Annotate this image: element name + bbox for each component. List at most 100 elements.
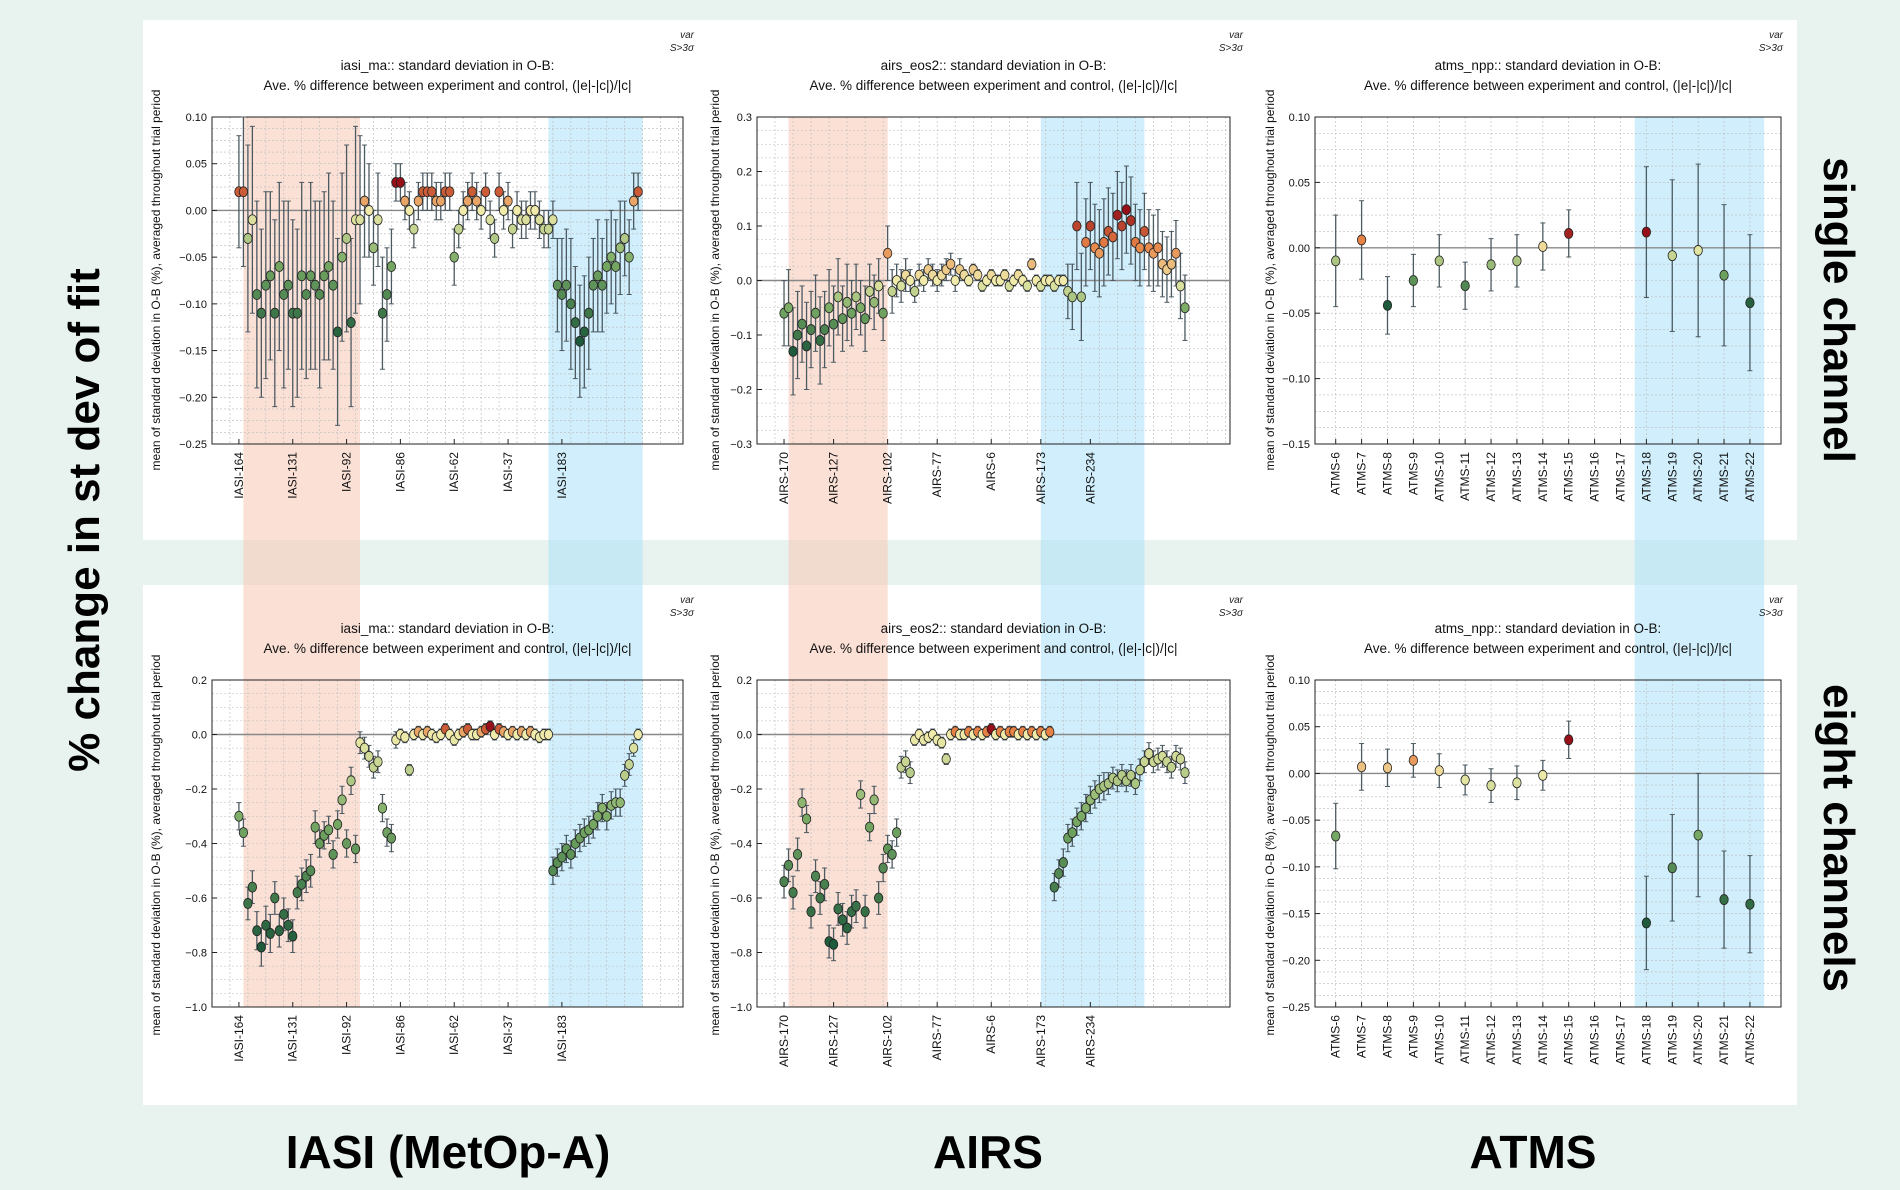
data-point [1486,259,1496,271]
y-tick-label: 0.2 [737,167,752,179]
x-tick-label: ATMS-11 [1458,1015,1472,1064]
data-point [252,289,262,300]
y-tick-label: −0.8 [730,948,752,960]
data-point [1641,226,1651,238]
data-point [1180,302,1190,314]
data-point [865,821,875,833]
y-tick-label: 0.05 [1289,177,1310,189]
data-point [458,205,468,216]
x-tick-label: AIRS-127 [827,1015,841,1067]
y-tick-label: 0.00 [1289,768,1310,780]
data-point [341,233,352,244]
data-point [837,313,848,325]
data-point [557,851,567,863]
x-tick-label: ATMS-7 [1355,452,1369,495]
data-point [806,324,816,335]
y-tick-label: −0.20 [179,392,207,404]
data-point [359,195,370,207]
corner-note-sigma: S>3σ [670,43,695,54]
x-tick-label: IASI-131 [286,452,300,499]
data-point [1135,242,1145,254]
data-point [1693,829,1703,841]
data-point [1067,827,1077,838]
data-point [588,819,598,830]
chart-2: 0.10 0.05 0.00 −0.05 −0.10 −0.15 ATMS-6 ATMS-7 A… [1263,30,1784,502]
data-point [1045,726,1055,738]
y-tick-label: −0.25 [179,439,207,451]
data-point [1121,204,1131,216]
data-point [828,938,839,950]
data-point [869,296,879,308]
x-tick-label: ATMS-17 [1613,1015,1627,1065]
data-point [919,275,929,286]
chart-1: 0.3 0.2 0.1 0.0 −0.1 −0.2 −0.3 AIRS-170 AIRS-127… [708,30,1244,504]
data-point [973,269,983,281]
data-point [261,919,271,931]
chart-subtitle: Ave. % difference between experiment and… [264,641,632,656]
data-point [883,247,893,259]
x-tick-label: AIRS-127 [827,452,841,504]
data-point [346,317,356,328]
data-point [1108,231,1118,243]
data-point [404,764,414,776]
y-tick-label: 0.2 [737,675,752,687]
data-point [543,223,554,235]
data-point [1667,862,1677,874]
data-point [341,838,352,849]
corner-note-var: var [1769,30,1784,41]
data-point [819,878,830,890]
x-tick-label: ATMS-17 [1613,452,1627,502]
data-point [910,285,920,297]
chart-ylabel: mean of standard deviation in O-B (%), a… [708,90,722,471]
data-point [624,759,634,770]
data-point [409,223,419,235]
y-tick-label: 0.2 [192,675,207,687]
data-point [615,242,625,254]
chart-title: airs_eos2:: standard deviation in O-B: [881,58,1107,73]
data-point [905,767,915,779]
data-point [1000,269,1010,281]
data-point [788,345,798,357]
data-point [824,302,834,314]
data-point [783,859,794,871]
x-tick-label: IASI-86 [393,452,407,492]
column-label-atms: ATMS [1469,1126,1597,1178]
chart-5: 0.10 0.05 0.00 −0.05 −0.10 −0.15 −0.20 −0.25 ATM… [1263,595,1784,1065]
data-point [828,318,839,330]
data-point [878,862,888,874]
data-point [530,205,540,216]
data-point [1072,220,1082,232]
data-point [319,270,329,282]
data-point [328,849,338,860]
data-point [301,289,311,300]
data-point [815,335,825,346]
data-point [279,289,289,300]
data-point [887,285,897,297]
data-point [901,756,911,768]
x-tick-label: AIRS-77 [930,1015,944,1061]
data-point [566,849,576,860]
x-tick-label: ATMS-6 [1329,1015,1343,1058]
y-tick-label: 0.10 [1289,112,1310,124]
data-point [498,205,509,216]
data-point [310,821,320,833]
corner-note-var: var [1229,595,1244,606]
chart-title: airs_eos2:: standard deviation in O-B: [881,621,1107,636]
data-point [332,819,343,830]
data-point [856,302,866,314]
y-tick-label: −0.2 [185,784,207,796]
x-tick-label: ATMS-19 [1665,1015,1679,1065]
data-point [1081,236,1091,248]
data-point [279,908,289,920]
corner-note-sigma: S>3σ [1219,43,1244,54]
x-tick-label: AIRS-102 [881,1015,895,1067]
data-point [489,233,500,244]
x-tick-label: AIRS-77 [930,452,944,498]
x-tick-label: AIRS-173 [1034,1015,1048,1067]
data-point [386,261,397,272]
x-tick-label: ATMS-15 [1562,1015,1576,1065]
x-tick-label: IASI-131 [286,1015,300,1062]
x-tick-label: IASI-62 [447,452,461,492]
chart-4: 0.2 0.0 −0.2 −0.4 −0.6 −0.8 −1.0 AIRS-170 AIRS-1… [708,595,1244,1067]
data-point [463,195,473,207]
